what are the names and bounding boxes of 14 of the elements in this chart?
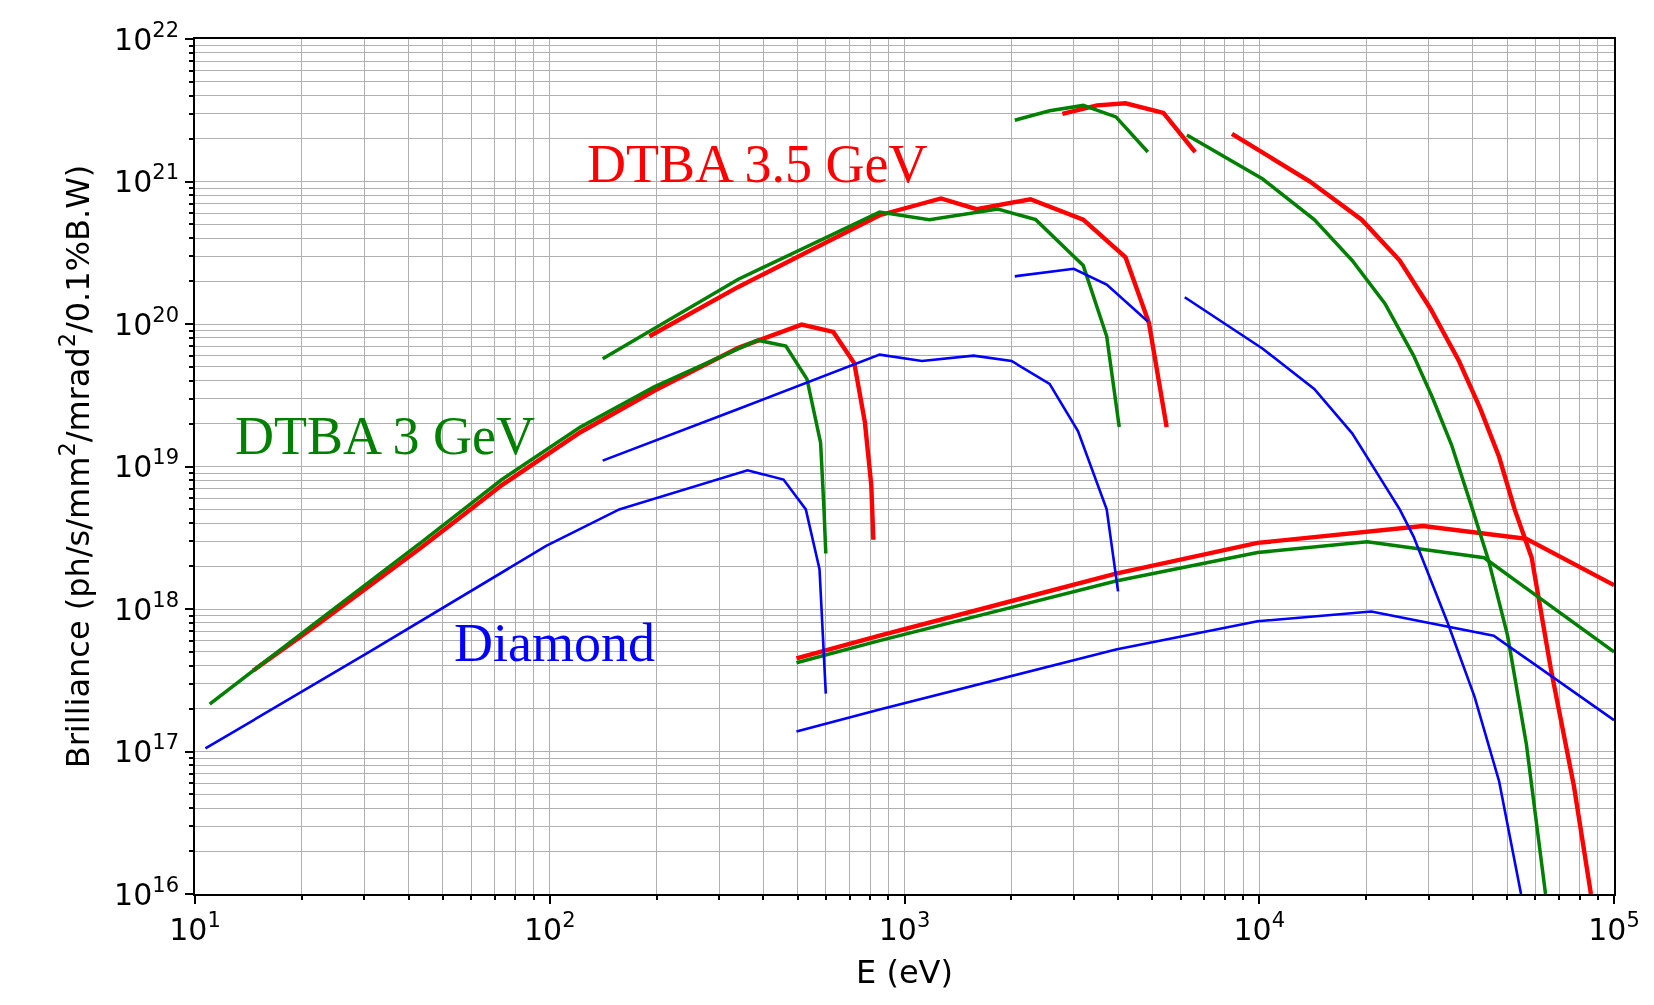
series-label: DTBA 3.5 GeV <box>587 134 928 194</box>
x-axis-title: E (eV) <box>856 953 953 992</box>
x-tick-label: 10$^{3}$ <box>878 908 931 947</box>
y-tick-label: 10$^{20}$ <box>114 302 179 342</box>
y-tick-label: 10$^{18}$ <box>114 587 179 627</box>
series-label: Diamond <box>454 613 655 673</box>
x-tick-label: 10$^{2}$ <box>523 908 576 947</box>
y-tick-label: 10$^{19}$ <box>114 445 179 484</box>
y-tick-label: 10$^{21}$ <box>114 160 179 199</box>
x-tick-label: 10$^{5}$ <box>1588 908 1640 947</box>
y-tick-label: 10$^{22}$ <box>114 17 179 57</box>
y-tick-label: 10$^{17}$ <box>114 730 179 769</box>
series-label: DTBA 3 GeV <box>235 406 535 466</box>
x-tick-label: 10$^{4}$ <box>1233 908 1286 947</box>
